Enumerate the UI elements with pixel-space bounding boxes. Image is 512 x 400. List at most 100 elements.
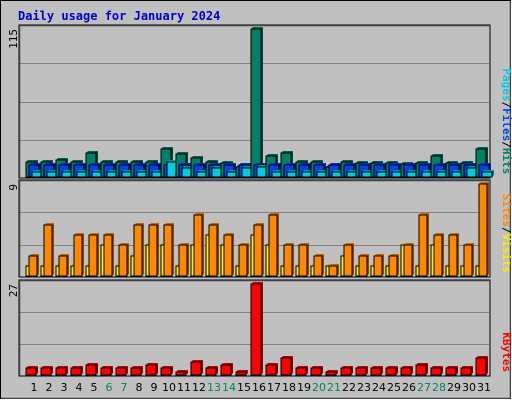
panel-2: 9 Sites/Visits bbox=[7, 179, 512, 278]
bar-kbytes-day-18 bbox=[280, 357, 292, 376]
bar-sites-day-16 bbox=[253, 224, 263, 277]
axis-label-part: / bbox=[500, 227, 512, 234]
bar-kbytes-day-9 bbox=[145, 364, 157, 376]
bar-sites-day-13 bbox=[208, 224, 218, 277]
y-max-label: 115 bbox=[7, 29, 20, 49]
day-label-19: 19 bbox=[297, 381, 311, 394]
bar-sites-day-27 bbox=[418, 214, 428, 277]
bar-kbytes-day-21 bbox=[325, 371, 337, 376]
day-label-17: 17 bbox=[267, 381, 281, 394]
day-label-2: 2 bbox=[46, 381, 53, 394]
day-label-13: 13 bbox=[207, 381, 221, 394]
day-label-12: 12 bbox=[192, 381, 206, 394]
day-label-28: 28 bbox=[432, 381, 446, 394]
x-axis-day-labels: 1 2 3 4 5 6 7 8 9 10 11 12 13 14 15 16 17 18 19 20 21 22 23 24 2… bbox=[31, 381, 492, 394]
day-label-1: 1 bbox=[31, 381, 38, 394]
bar-sites-day-25 bbox=[388, 255, 398, 277]
axis-label-part: Hits bbox=[500, 148, 512, 175]
axis-label-part: Pages bbox=[500, 68, 512, 101]
bar-sites-day-21 bbox=[328, 265, 338, 277]
day-label-15: 15 bbox=[237, 381, 251, 394]
day-label-30: 30 bbox=[462, 381, 476, 394]
bar-sites-day-22 bbox=[343, 244, 353, 277]
bar-sites-day-7 bbox=[118, 244, 128, 277]
day-label-26: 26 bbox=[402, 381, 416, 394]
day-label-8: 8 bbox=[136, 381, 143, 394]
bar-kbytes-day-8 bbox=[130, 367, 142, 376]
axis-label-part: KBytes bbox=[500, 332, 512, 372]
bar-kbytes-day-10 bbox=[160, 367, 172, 376]
bar-kbytes-day-26 bbox=[400, 367, 412, 376]
bar-sites-day-11 bbox=[178, 244, 188, 277]
day-label-24: 24 bbox=[372, 381, 386, 394]
bar-kbytes-day-31 bbox=[475, 357, 487, 376]
bar-kbytes-day-2 bbox=[40, 367, 52, 376]
bar-kbytes-day-25 bbox=[385, 367, 397, 376]
bar-kbytes-day-28 bbox=[430, 367, 442, 376]
bar-kbytes-day-20 bbox=[310, 367, 322, 376]
axis-label-part: / bbox=[500, 141, 512, 148]
bar-sites-day-28 bbox=[433, 234, 443, 277]
axis-label-part: Visits bbox=[500, 234, 512, 274]
bar-kbytes-day-5 bbox=[85, 364, 97, 376]
day-label-18: 18 bbox=[282, 381, 296, 394]
bar-kbytes-day-17 bbox=[265, 364, 277, 376]
day-label-20: 20 bbox=[312, 381, 326, 394]
bar-sites-day-1 bbox=[28, 255, 38, 277]
day-label-25: 25 bbox=[387, 381, 401, 394]
bar-kbytes-day-3 bbox=[55, 367, 67, 376]
bar-kbytes-day-27 bbox=[415, 364, 427, 376]
bar-sites-day-12 bbox=[193, 214, 203, 277]
bar-sites-day-30 bbox=[463, 244, 473, 277]
series-axis-label: Pages/Files/Hits bbox=[500, 68, 512, 174]
axis-label-part: Sites bbox=[500, 194, 512, 227]
day-label-29: 29 bbox=[447, 381, 461, 394]
day-label-31: 31 bbox=[477, 381, 491, 394]
bar-hits-day-16 bbox=[250, 28, 262, 178]
bar-sites-day-8 bbox=[133, 224, 143, 277]
bar-kbytes-day-1 bbox=[25, 367, 37, 376]
bar-sites-day-29 bbox=[448, 234, 458, 277]
bar-kbytes-day-11 bbox=[175, 371, 187, 376]
day-label-4: 4 bbox=[76, 381, 83, 394]
day-label-21: 21 bbox=[327, 381, 341, 394]
bar-sites-day-6 bbox=[103, 234, 113, 277]
day-label-9: 9 bbox=[151, 381, 158, 394]
bar-kbytes-day-19 bbox=[295, 367, 307, 376]
bar-kbytes-day-14 bbox=[220, 364, 232, 376]
day-label-23: 23 bbox=[357, 381, 371, 394]
bar-sites-day-4 bbox=[73, 234, 83, 277]
bar-kbytes-day-6 bbox=[100, 367, 112, 376]
bar-kbytes-day-29 bbox=[445, 367, 457, 376]
bar-sites-day-17 bbox=[268, 214, 278, 277]
y-max-label: 27 bbox=[7, 284, 20, 297]
bar-kbytes-day-13 bbox=[205, 367, 217, 376]
day-label-16: 16 bbox=[252, 381, 266, 394]
day-label-11: 11 bbox=[177, 381, 191, 394]
bar-kbytes-day-24 bbox=[370, 367, 382, 376]
panel-3: 27 KBytes bbox=[7, 279, 512, 377]
chart-title: Daily usage for January 2024 bbox=[18, 9, 220, 23]
day-label-27: 27 bbox=[417, 381, 431, 394]
bar-kbytes-day-4 bbox=[70, 367, 82, 376]
series-axis-label: KBytes bbox=[500, 332, 512, 372]
bar-kbytes-day-30 bbox=[460, 367, 472, 376]
day-label-10: 10 bbox=[162, 381, 176, 394]
bar-sites-day-24 bbox=[373, 255, 383, 277]
day-label-7: 7 bbox=[121, 381, 128, 394]
day-label-6: 6 bbox=[106, 381, 113, 394]
bar-sites-day-26 bbox=[403, 244, 413, 277]
day-label-14: 14 bbox=[222, 381, 236, 394]
bar-sites-day-5 bbox=[88, 234, 98, 277]
bar-sites-day-9 bbox=[148, 224, 158, 277]
bar-pages-day-31 bbox=[481, 171, 493, 178]
bar-sites-day-19 bbox=[298, 244, 308, 277]
bar-kbytes-day-15 bbox=[235, 371, 247, 376]
bar-sites-day-2 bbox=[43, 224, 53, 277]
bar-sites-day-23 bbox=[358, 255, 368, 277]
axis-label-part: Files bbox=[500, 108, 512, 141]
day-label-22: 22 bbox=[342, 381, 356, 394]
